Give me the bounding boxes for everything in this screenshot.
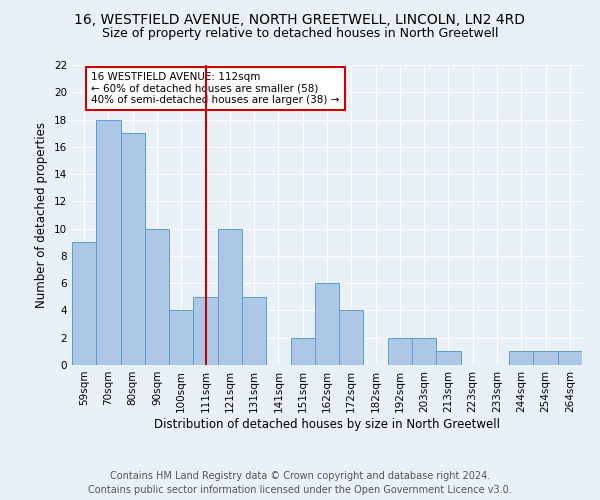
- Bar: [558, 352, 582, 365]
- Bar: [412, 338, 436, 365]
- Bar: [436, 352, 461, 365]
- Bar: [388, 338, 412, 365]
- Bar: [242, 297, 266, 365]
- X-axis label: Distribution of detached houses by size in North Greetwell: Distribution of detached houses by size …: [154, 418, 500, 430]
- Bar: [509, 352, 533, 365]
- Text: 16 WESTFIELD AVENUE: 112sqm
← 60% of detached houses are smaller (58)
40% of sem: 16 WESTFIELD AVENUE: 112sqm ← 60% of det…: [91, 72, 340, 105]
- Y-axis label: Number of detached properties: Number of detached properties: [35, 122, 49, 308]
- Bar: [533, 352, 558, 365]
- Bar: [315, 283, 339, 365]
- Bar: [290, 338, 315, 365]
- Text: Size of property relative to detached houses in North Greetwell: Size of property relative to detached ho…: [102, 28, 498, 40]
- Bar: [339, 310, 364, 365]
- Bar: [72, 242, 96, 365]
- Bar: [218, 228, 242, 365]
- Text: Contains HM Land Registry data © Crown copyright and database right 2024.
Contai: Contains HM Land Registry data © Crown c…: [88, 471, 512, 495]
- Bar: [193, 297, 218, 365]
- Bar: [96, 120, 121, 365]
- Bar: [121, 133, 145, 365]
- Bar: [145, 228, 169, 365]
- Text: 16, WESTFIELD AVENUE, NORTH GREETWELL, LINCOLN, LN2 4RD: 16, WESTFIELD AVENUE, NORTH GREETWELL, L…: [74, 12, 526, 26]
- Bar: [169, 310, 193, 365]
